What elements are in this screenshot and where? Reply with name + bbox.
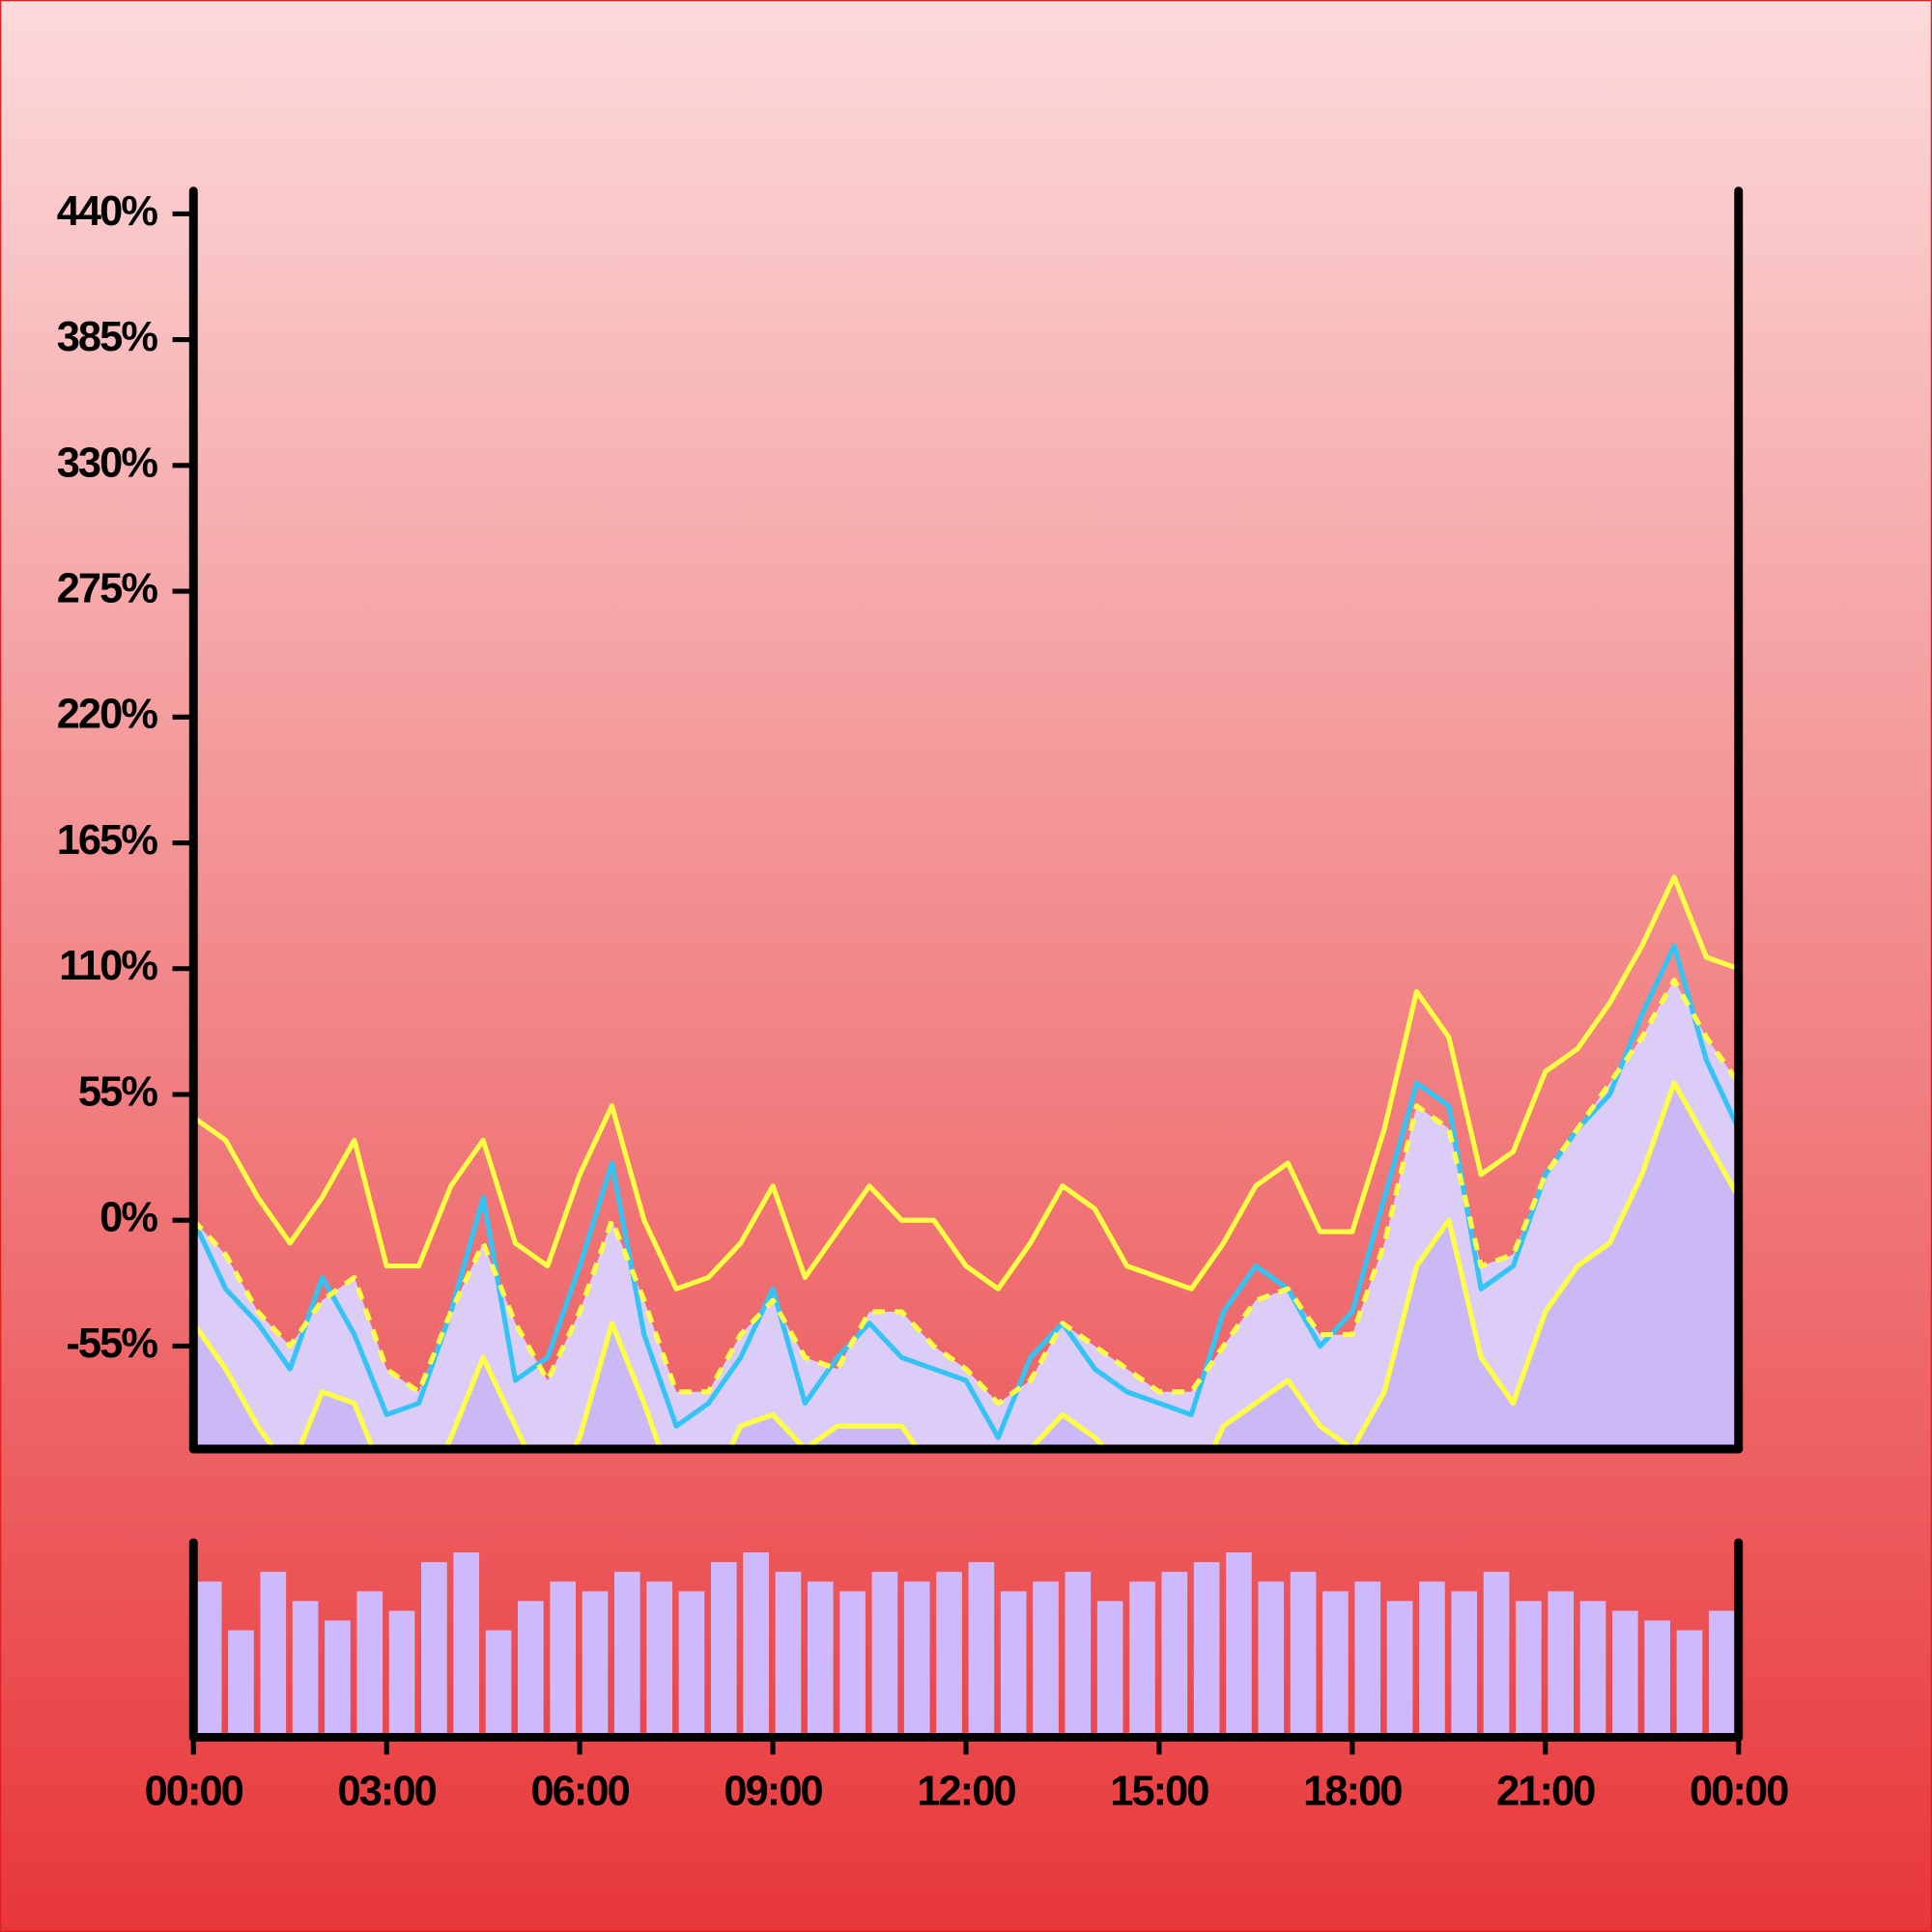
volume-bar [195, 1581, 222, 1738]
x-tick-label: 03:00 [338, 1769, 437, 1815]
band-area [193, 980, 1739, 1449]
volume-bar [1548, 1591, 1575, 1738]
band-line [193, 978, 1739, 1406]
volume-bar [1386, 1601, 1413, 1738]
y-tick-label: 220% [57, 692, 158, 738]
volume-bar [614, 1572, 640, 1738]
volume-bar [903, 1581, 930, 1738]
volume-bar [1290, 1572, 1317, 1738]
x-tick-label: 12:00 [917, 1769, 1015, 1815]
volume-bar [550, 1581, 577, 1738]
volume-bar [1612, 1610, 1638, 1738]
volume-bar [1129, 1581, 1155, 1738]
volume-bar [646, 1581, 672, 1738]
volume-bar [871, 1572, 898, 1738]
volume-bar [582, 1591, 609, 1738]
y-tick-label: 440% [57, 188, 158, 235]
volume-bar [1451, 1591, 1478, 1738]
volume-bar [1033, 1581, 1059, 1738]
volume-bar [1644, 1620, 1670, 1738]
y-tick-label: 385% [57, 314, 158, 360]
volume-bar [1579, 1601, 1606, 1738]
x-tick-label: 00:00 [145, 1769, 243, 1815]
volume-bar [518, 1601, 544, 1738]
volume-bar [1322, 1591, 1349, 1738]
volume-bar [968, 1562, 995, 1738]
volume-bar [1096, 1601, 1123, 1738]
y-tick-label: 330% [57, 440, 158, 486]
volume-bar [678, 1591, 705, 1738]
volume-bar [1193, 1562, 1220, 1738]
volume-bar [743, 1552, 769, 1738]
price-plot [193, 874, 1739, 1449]
volume-bar [1258, 1581, 1285, 1738]
volume-bar [1065, 1572, 1092, 1738]
x-tick-label: 15:00 [1110, 1769, 1208, 1815]
y-tick-label: 110% [59, 943, 157, 989]
y-tick-label: 275% [57, 566, 158, 612]
y-tick-label: 165% [57, 817, 158, 864]
volume-bar [775, 1572, 802, 1738]
y-tick-label: -55% [66, 1321, 157, 1367]
volume-bar [1226, 1552, 1252, 1738]
x-tick-label: 09:00 [724, 1769, 822, 1815]
x-tick-label: 00:00 [1690, 1769, 1788, 1815]
volume-plot [195, 1552, 1735, 1738]
axes: -55% 0% 55% 110% 165% 220% 275% 330% 385% 440% 00:… [57, 186, 1790, 1815]
y-tick-label: 55% [78, 1068, 157, 1115]
band-line [193, 874, 1739, 1292]
volume-bar [1161, 1572, 1188, 1738]
volume-bar [292, 1601, 319, 1738]
volume-bar [1516, 1601, 1542, 1738]
volume-bar [421, 1562, 447, 1738]
x-tick-label: 21:00 [1496, 1769, 1595, 1815]
volume-bar [1000, 1591, 1027, 1738]
volume-bar [1419, 1581, 1445, 1738]
volume-bar [485, 1630, 512, 1738]
volume-bar [1483, 1572, 1510, 1738]
volume-bar [1676, 1630, 1703, 1738]
volume-bar [936, 1572, 962, 1738]
volume-bar [388, 1610, 415, 1738]
band-line [193, 1080, 1739, 1449]
x-tick-label: 18:00 [1303, 1769, 1402, 1815]
volume-bar [710, 1562, 737, 1738]
volume-bar [1354, 1581, 1381, 1738]
volume-bar [453, 1552, 480, 1738]
volume-bar [1708, 1610, 1735, 1738]
volume-bar [228, 1630, 254, 1738]
band-area [193, 1083, 1739, 1449]
volume-bar [839, 1591, 866, 1738]
x-tick-label: 06:00 [530, 1769, 629, 1815]
volume-bar [356, 1591, 384, 1738]
volume-bar [807, 1581, 834, 1738]
volume-bar [325, 1620, 351, 1738]
volume-bar [260, 1572, 287, 1738]
y-tick-label: 0% [99, 1195, 157, 1241]
